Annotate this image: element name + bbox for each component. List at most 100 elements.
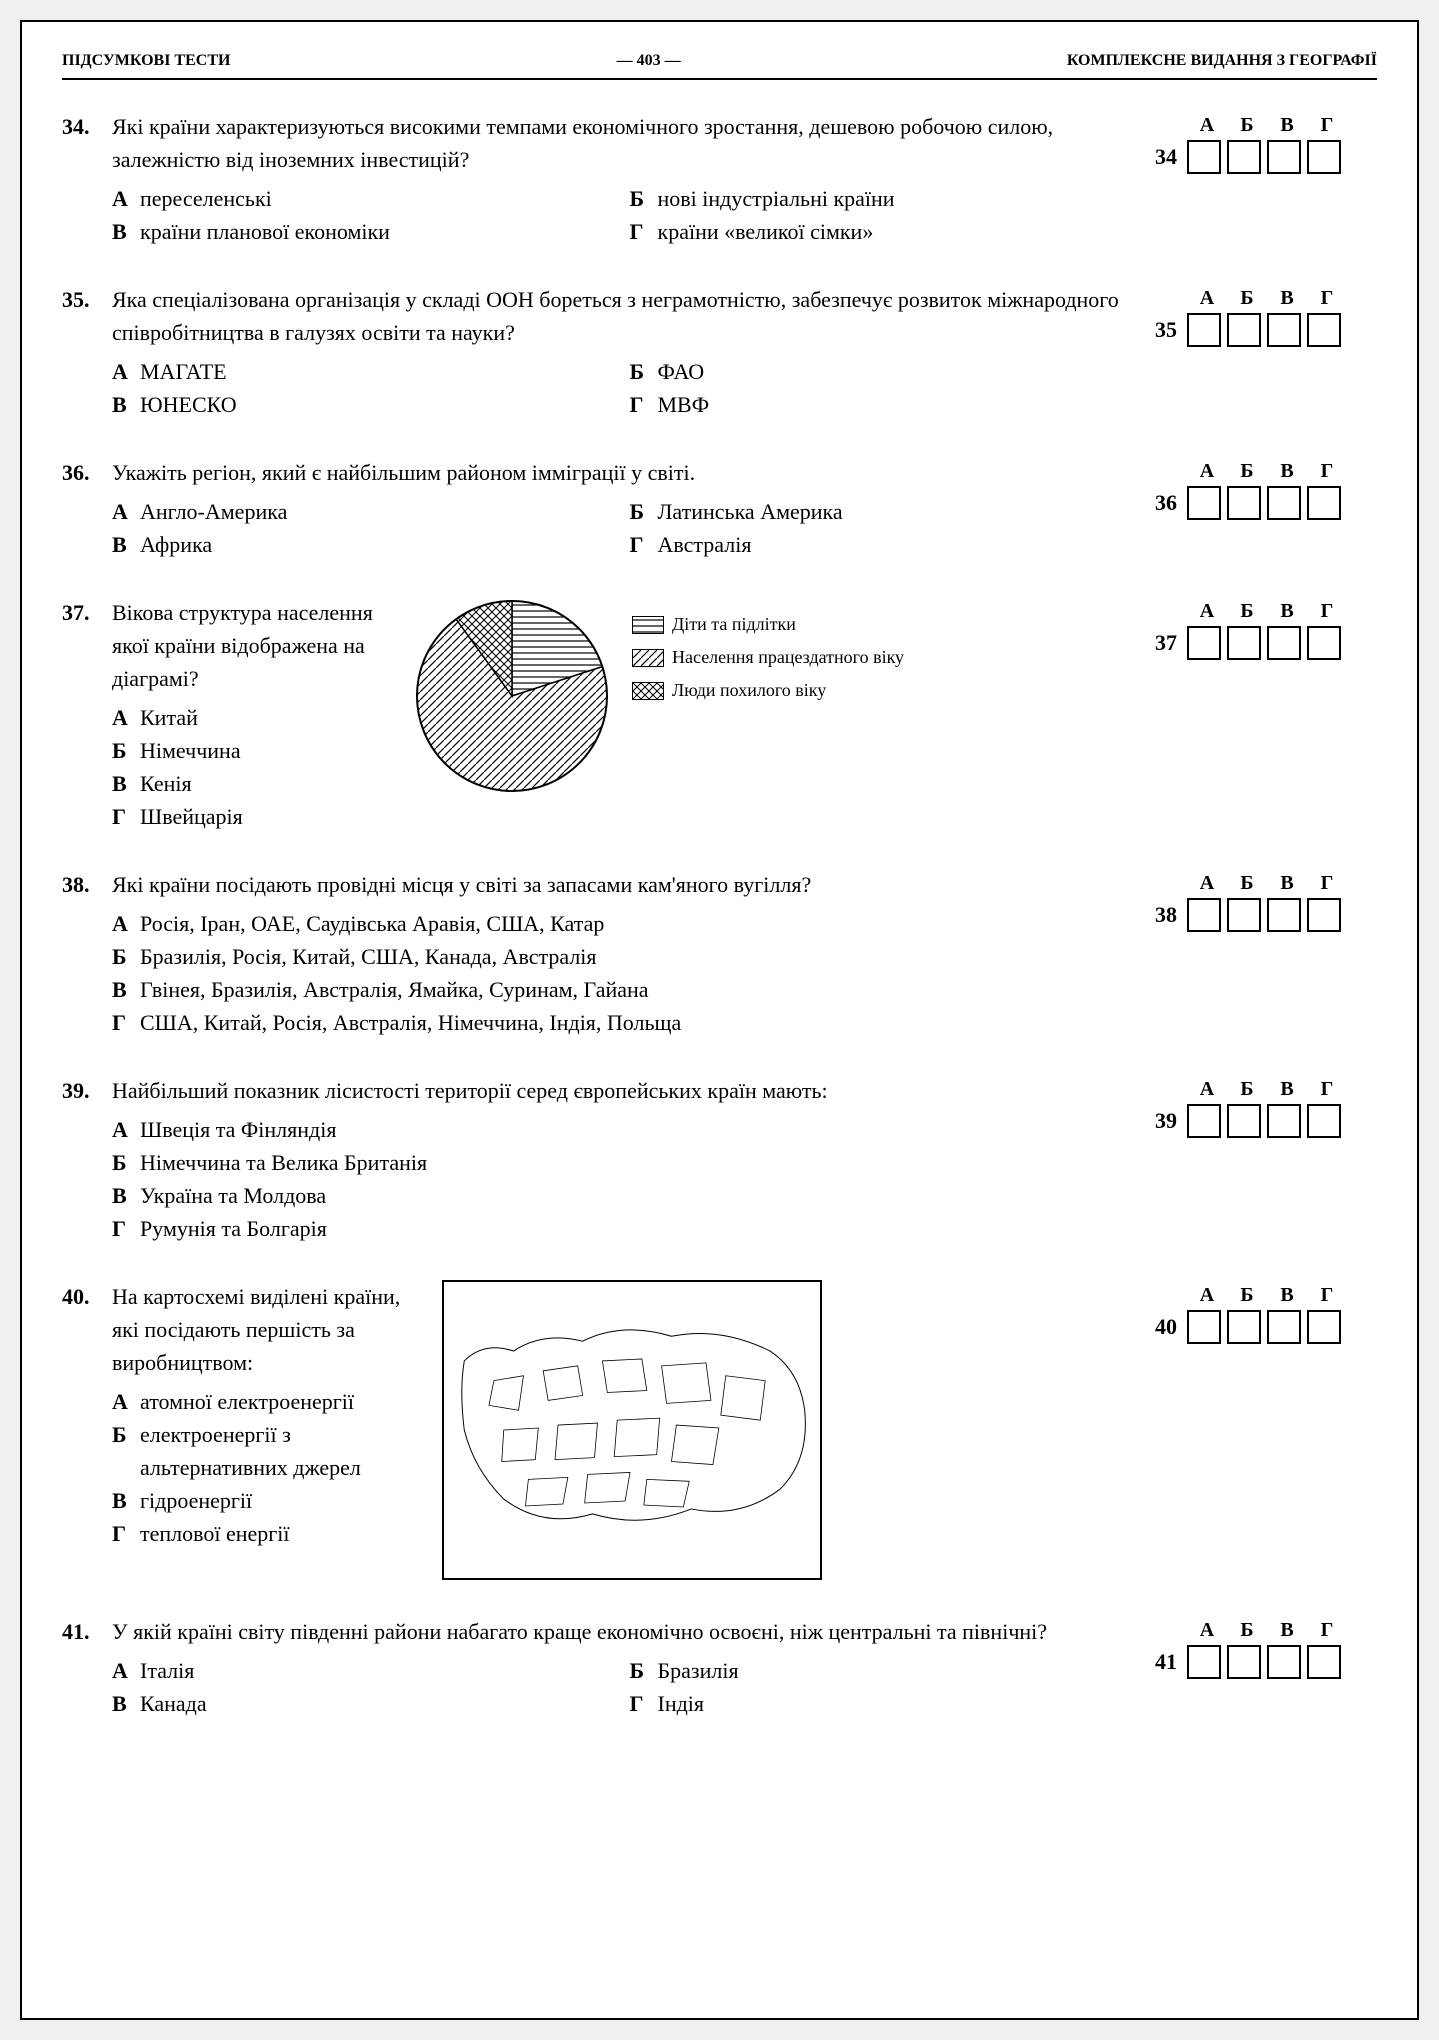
question-36: 36. Укажіть регіон, який є найбільшим ра…: [62, 456, 1377, 561]
option-v: ВГвінея, Бразилія, Австралія, Ямайка, Су…: [112, 973, 1127, 1006]
answer-box-b[interactable]: [1227, 1645, 1261, 1679]
header-left: ПІДСУМКОВІ ТЕСТИ: [62, 52, 230, 70]
option-v: Вгідроенергії: [112, 1484, 422, 1517]
question-number: 36.: [62, 456, 112, 489]
answer-block: 38 АБВГ: [1147, 868, 1377, 1039]
question-text: Яка спеціалізована організація у складі …: [112, 283, 1127, 349]
answer-box-b[interactable]: [1227, 313, 1261, 347]
question-number: 34.: [62, 110, 112, 143]
header-right: КОМПЛЕКСНЕ ВИДАННЯ З ГЕОГРАФІЇ: [1067, 52, 1377, 70]
answer-number: 34: [1147, 110, 1187, 173]
answer-box-a[interactable]: [1187, 313, 1221, 347]
answer-block: 34 АБВГ: [1147, 110, 1377, 248]
answer-box-b[interactable]: [1227, 486, 1261, 520]
option-b: БЛатинська Америка: [630, 495, 1128, 528]
option-g: ГРумунія та Болгарія: [112, 1212, 1127, 1245]
answer-box-v[interactable]: [1267, 1104, 1301, 1138]
option-g: ГШвейцарія: [112, 800, 392, 833]
answer-number: 37: [1147, 596, 1187, 659]
question-text: Вікова структура населення якої країни в…: [112, 596, 392, 695]
answer-box-g[interactable]: [1307, 486, 1341, 520]
answer-boxes: [1187, 626, 1347, 660]
answer-box-a[interactable]: [1187, 1310, 1221, 1344]
option-v: Вкраїни планової економіки: [112, 215, 610, 248]
option-b: БФАО: [630, 355, 1128, 388]
answer-letters: АБВГ: [1187, 1615, 1347, 1645]
answer-number: 39: [1147, 1074, 1187, 1137]
answer-box-v[interactable]: [1267, 626, 1301, 660]
pie-chart: [412, 596, 612, 796]
answer-box-a[interactable]: [1187, 626, 1221, 660]
option-b: Бнові індустріальні країни: [630, 182, 1128, 215]
answer-box-b[interactable]: [1227, 1104, 1261, 1138]
answer-box-g[interactable]: [1307, 626, 1341, 660]
legend-item: Люди похилого віку: [632, 677, 904, 704]
answer-box-b[interactable]: [1227, 626, 1261, 660]
answer-box-g[interactable]: [1307, 1645, 1341, 1679]
option-b: ББразилія: [630, 1654, 1128, 1687]
answer-number: 35: [1147, 283, 1187, 346]
answer-boxes: [1187, 140, 1347, 174]
answer-letters: АБВГ: [1187, 596, 1347, 626]
question-35: 35. Яка спеціалізована організація у скл…: [62, 283, 1377, 421]
answer-box-a[interactable]: [1187, 1645, 1221, 1679]
question-37: 37. Вікова структура населення якої краї…: [62, 596, 1377, 833]
answer-box-g[interactable]: [1307, 140, 1341, 174]
option-v: ВКанада: [112, 1687, 610, 1720]
answer-box-g[interactable]: [1307, 1104, 1341, 1138]
question-41: 41. У якій країні світу південні райони …: [62, 1615, 1377, 1720]
answer-box-v[interactable]: [1267, 1310, 1301, 1344]
answer-box-a[interactable]: [1187, 1104, 1221, 1138]
answer-letters: АБВГ: [1187, 110, 1347, 140]
option-g: ГІндія: [630, 1687, 1128, 1720]
option-a: ААнгло-Америка: [112, 495, 610, 528]
question-number: 38.: [62, 868, 112, 901]
answer-block: 39 АБВГ: [1147, 1074, 1377, 1245]
question-number: 39.: [62, 1074, 112, 1107]
option-g: ГАвстралія: [630, 528, 1128, 561]
answer-box-v[interactable]: [1267, 1645, 1301, 1679]
answer-box-v[interactable]: [1267, 486, 1301, 520]
answer-block: 35 АБВГ: [1147, 283, 1377, 421]
answer-boxes: [1187, 1310, 1347, 1344]
answer-box-g[interactable]: [1307, 1310, 1341, 1344]
answer-box-g[interactable]: [1307, 898, 1341, 932]
option-b: БНімеччина та Велика Британія: [112, 1146, 1127, 1179]
option-g: Гкраїни «великої сімки»: [630, 215, 1128, 248]
question-text: Найбільший показник лісистості території…: [112, 1074, 1127, 1107]
answer-box-a[interactable]: [1187, 140, 1221, 174]
question-text: У якій країні світу південні райони наба…: [112, 1615, 1127, 1648]
answer-block: 37 АБВГ: [1147, 596, 1377, 833]
option-v: ВЮНЕСКО: [112, 388, 610, 421]
question-number: 41.: [62, 1615, 112, 1648]
option-a: АКитай: [112, 701, 392, 734]
page-header: ПІДСУМКОВІ ТЕСТИ — 403 — КОМПЛЕКСНЕ ВИДА…: [62, 52, 1377, 80]
answer-box-a[interactable]: [1187, 486, 1221, 520]
option-b: БНімеччина: [112, 734, 392, 767]
map-eurasia-icon: [442, 1280, 822, 1580]
answer-box-b[interactable]: [1227, 140, 1261, 174]
question-39: 39. Найбільший показник лісистості терит…: [62, 1074, 1377, 1245]
answer-box-v[interactable]: [1267, 140, 1301, 174]
answer-number: 40: [1147, 1280, 1187, 1343]
answer-box-a[interactable]: [1187, 898, 1221, 932]
legend-swatch-hlines-icon: [632, 616, 664, 634]
answer-letters: АБВГ: [1187, 1280, 1347, 1310]
question-number: 40.: [62, 1280, 112, 1313]
answer-number: 36: [1147, 456, 1187, 519]
chart-legend: Діти та підлітки Населення працездатного…: [632, 611, 904, 710]
option-a: Апереселенські: [112, 182, 610, 215]
answer-box-b[interactable]: [1227, 1310, 1261, 1344]
option-v: ВАфрика: [112, 528, 610, 561]
option-b: Белектроенергії з альтернативних джерел: [112, 1418, 422, 1484]
page: ПІДСУМКОВІ ТЕСТИ — 403 — КОМПЛЕКСНЕ ВИДА…: [20, 20, 1419, 2020]
answer-box-g[interactable]: [1307, 313, 1341, 347]
answer-box-b[interactable]: [1227, 898, 1261, 932]
answer-box-v[interactable]: [1267, 898, 1301, 932]
option-a: АІталія: [112, 1654, 610, 1687]
option-a: АРосія, Іран, ОАЕ, Саудівська Аравія, СШ…: [112, 907, 1127, 940]
answer-box-v[interactable]: [1267, 313, 1301, 347]
option-a: Аатомної електроенергії: [112, 1385, 422, 1418]
question-text: Які країни характеризуються високими тем…: [112, 110, 1127, 176]
option-g: ГСША, Китай, Росія, Австралія, Німеччина…: [112, 1006, 1127, 1039]
